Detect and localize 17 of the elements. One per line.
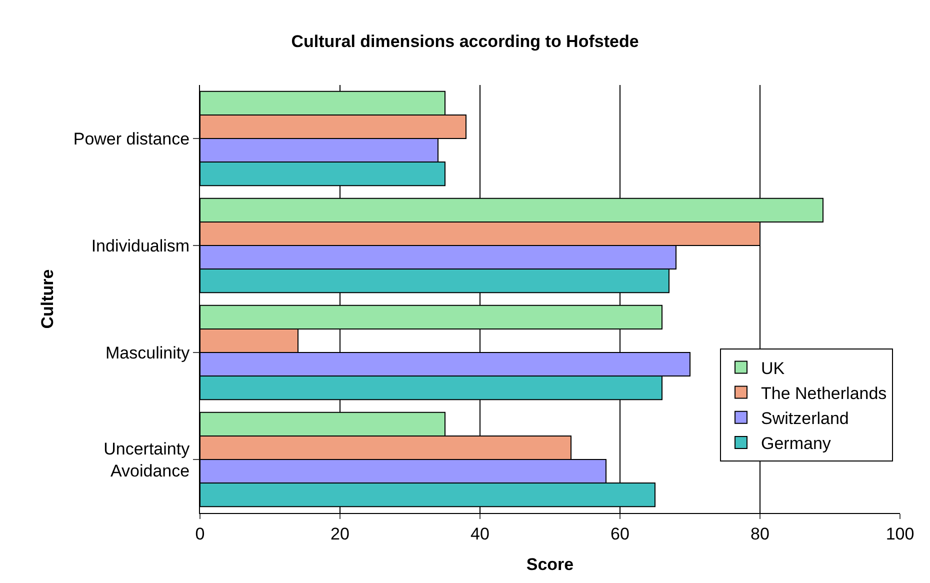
x-axis-title: Score bbox=[526, 554, 574, 574]
x-tick-label: 60 bbox=[610, 524, 630, 544]
y-axis-title: Culture bbox=[38, 269, 57, 329]
y-tick-label: Masculinity bbox=[106, 343, 190, 362]
x-tick-label: 100 bbox=[886, 524, 914, 544]
x-tick-label: 20 bbox=[330, 524, 350, 544]
x-tick-label: 0 bbox=[195, 524, 205, 544]
y-tick-label: Uncertainty Avoidance bbox=[104, 439, 190, 480]
chart-title: Cultural dimensions according to Hofstede bbox=[291, 32, 639, 51]
legend-label: The Netherlands bbox=[761, 384, 887, 403]
legend-label: UK bbox=[761, 358, 786, 378]
y-tick-label: Individualism bbox=[91, 236, 190, 256]
legend-label: Switzerland bbox=[761, 409, 849, 428]
legend-label: Germany bbox=[761, 434, 832, 454]
x-tick-label: 40 bbox=[470, 524, 490, 544]
y-tick-label: Power distance bbox=[73, 129, 190, 148]
x-tick-label: 80 bbox=[750, 524, 770, 544]
